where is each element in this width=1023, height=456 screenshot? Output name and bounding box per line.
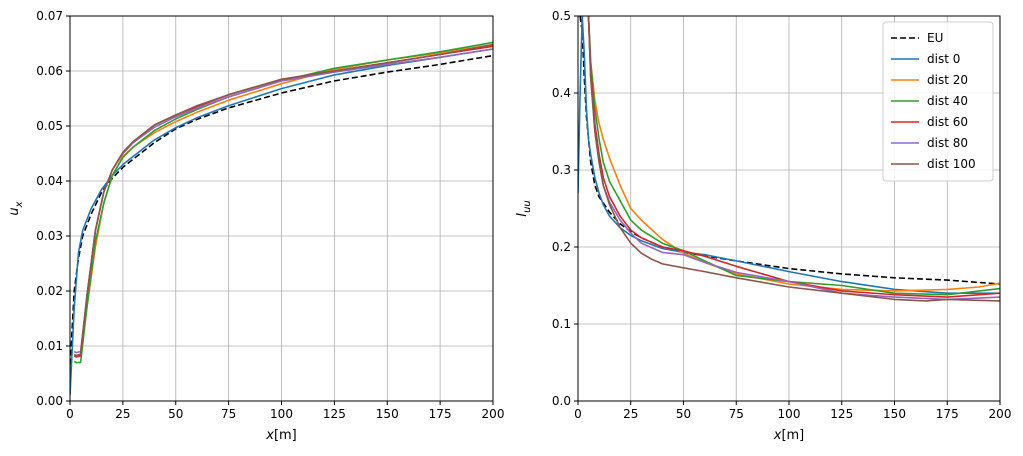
y-tick-label: 0.02	[36, 284, 63, 298]
series-line-dist-100	[587, 16, 1000, 302]
series-line-dist-60	[587, 16, 1000, 298]
right-plot-iuu: 0 25 50 75 100 125 150 175 200 0.0 0.1 0.2 0.3 0.4 0.5…	[515, 9, 1011, 443]
legend-label: dist 80	[927, 136, 968, 150]
legend: EU dist 0 dist 20 dist 40 dist 60 dist 80 dist…	[882, 21, 994, 182]
x-tick-label: 150	[883, 407, 906, 421]
y-axis-label: Iuu	[515, 200, 533, 217]
x-tick-label: 25	[115, 407, 130, 421]
series-group	[70, 41, 493, 396]
x-tick-label: 100	[270, 407, 293, 421]
x-tick-label: 150	[376, 407, 399, 421]
legend-label: EU	[927, 31, 943, 45]
x-tick-label: 125	[830, 407, 853, 421]
x-axis-label: x[m]	[773, 428, 805, 443]
series-line-dist-0	[70, 48, 493, 396]
x-tick-label: 50	[168, 407, 183, 421]
y-axis-label: ux	[7, 201, 25, 215]
legend-label: dist 20	[927, 73, 968, 87]
y-tick-label: 0.1	[552, 317, 571, 331]
y-tick-label: 0.06	[36, 64, 63, 78]
y-tick-label: 0.01	[36, 339, 63, 353]
x-tick-label: 200	[989, 407, 1012, 421]
y-tick-label: 0.0	[552, 394, 571, 408]
y-tick-label: 0.4	[552, 86, 571, 100]
x-tick-label: 75	[729, 407, 744, 421]
y-tick-label: 0.5	[552, 9, 571, 23]
x-tick-label: 50	[676, 407, 691, 421]
y-tick-label: 0.2	[552, 240, 571, 254]
legend-label: dist 40	[927, 94, 968, 108]
series-group	[578, 16, 1000, 302]
legend-box	[882, 21, 994, 182]
legend-label: dist 0	[927, 52, 960, 66]
y-tick-label: 0.07	[36, 9, 63, 23]
left-plot-ux: 0 25 50 75 100 125 150 175 200 0.00 0.01 0.02 0.03 0.…	[7, 9, 504, 443]
x-tick-label: 0	[66, 407, 74, 421]
x-tick-label: 200	[482, 407, 505, 421]
x-tick-label: 100	[778, 407, 801, 421]
y-tick-label: 0.3	[552, 163, 571, 177]
legend-label: dist 100	[927, 157, 976, 171]
series-line-eu	[70, 54, 493, 374]
x-tick-label: 75	[221, 407, 236, 421]
x-tick-label: 175	[429, 407, 452, 421]
series-line-dist-40	[73, 41, 493, 364]
x-tick-label: 175	[936, 407, 959, 421]
series-line-dist-40	[587, 16, 1000, 296]
x-tick-label: 125	[323, 407, 346, 421]
x-tick-label: 0	[574, 407, 582, 421]
y-tick-label: 0.03	[36, 229, 63, 243]
series-line-dist-100	[73, 43, 493, 357]
y-tick-label: 0.00	[36, 394, 63, 408]
series-line-dist-20	[587, 16, 1000, 292]
x-axis-label: x[m]	[265, 428, 297, 443]
y-tick-label: 0.04	[36, 174, 63, 188]
x-tick-label: 25	[623, 407, 638, 421]
y-tick-label: 0.05	[36, 119, 63, 133]
legend-label: dist 60	[927, 115, 968, 129]
